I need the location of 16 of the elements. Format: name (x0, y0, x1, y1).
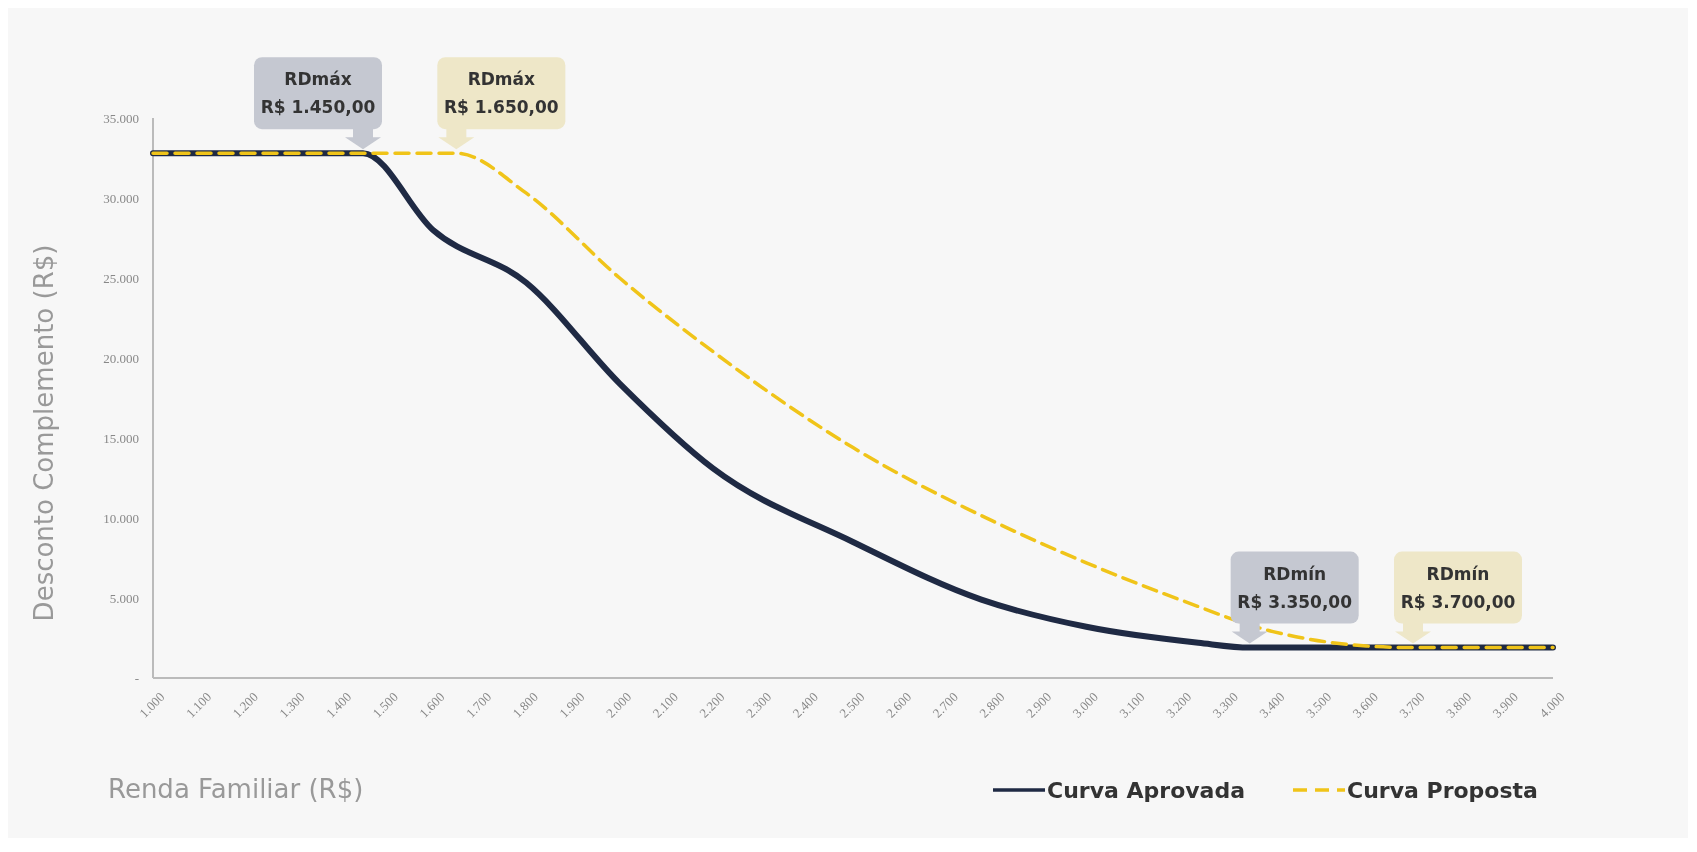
legend-label: Curva Proposta (1347, 778, 1538, 803)
x-axis-title: Renda Familiar (R$) (108, 774, 364, 804)
y-tick-label: 15.000 (103, 431, 139, 446)
y-tick-label: 5.000 (109, 591, 139, 606)
legend-label: Curva Aprovada (1047, 778, 1246, 803)
annotation: RDmín R$ 3.350,00 (1237, 563, 1353, 612)
y-tick-label: 30.000 (103, 191, 139, 206)
annotation: RDmín R$ 3.700,00 (1400, 563, 1516, 612)
y-tick-label: 20.000 (103, 351, 139, 366)
annotation: RDmáx R$ 1.650,00 (443, 69, 559, 118)
y-tick-label: 25.000 (103, 271, 139, 286)
y-tick-label: - (134, 671, 139, 686)
annotation: RDmáx R$ 1.450,00 (260, 69, 376, 118)
y-tick-label: 35.000 (103, 111, 139, 126)
y-axis-title: Desconto Complemento (R$) (29, 244, 59, 622)
y-tick-label: 10.000 (103, 511, 139, 526)
